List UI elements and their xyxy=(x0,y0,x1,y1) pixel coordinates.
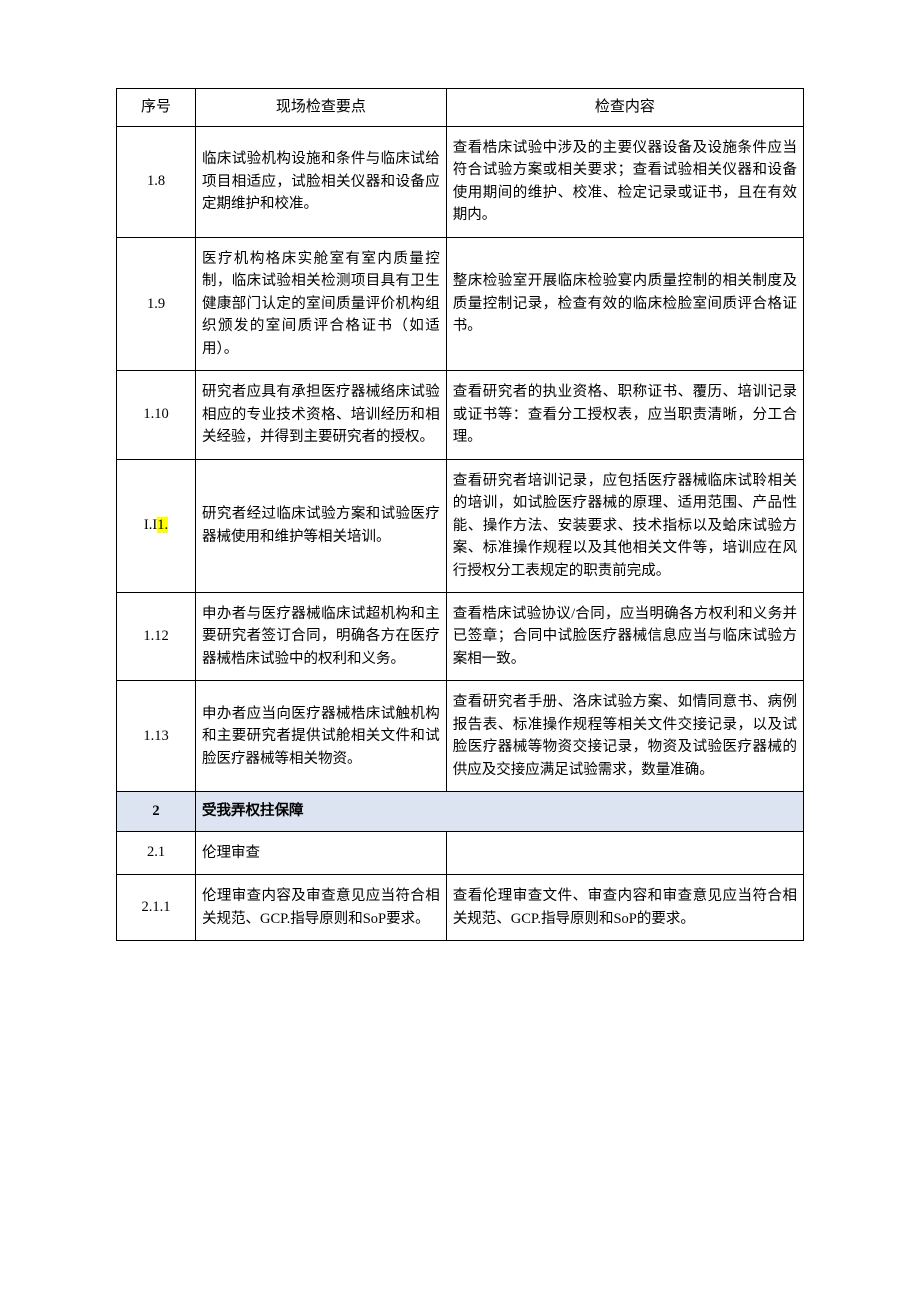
row-content: 查看研究者培训记录，应包括医疗器械临床试聆相关的培训，如试脸医疗器械的原理、适用… xyxy=(446,459,803,592)
row-seq: 1.9 xyxy=(147,296,165,312)
header-point: 现场检查要点 xyxy=(196,89,447,127)
inspection-table: 序号 现场检查要点 检查内容 1.8 临床试验机构设施和条件与临床试给项目相适应… xyxy=(116,88,804,941)
row-point: 研究者经过临床试验方案和试验医疗器械使用和维护等相关培训。 xyxy=(196,459,447,592)
row-point: 临床试验机构设施和条件与临床试给项目相适应，试脸相关仪器和设备应定期维护和校准。 xyxy=(196,127,447,238)
table-row: 1.9 医疗机构格床实舱室有室内质量控制，临床试验相关检测项目具有卫生健康部门认… xyxy=(117,237,804,370)
row-seq: 2.1 xyxy=(147,844,165,860)
table-header-row: 序号 现场检查要点 检查内容 xyxy=(117,89,804,127)
row-content: 查看研究者的执业资格、职称证书、覆历、培训记录或证书等：查看分工授权表，应当职责… xyxy=(446,371,803,459)
row-seq-highlighted: 1. xyxy=(157,517,168,533)
section-seq: 2 xyxy=(117,792,196,831)
section-header-row: 2 受我弄权拄保障 xyxy=(117,792,804,831)
row-content: 查看梏床试验中涉及的主要仪器设备及设施条件应当符合试验方案或相关要求；查看试验相… xyxy=(446,127,803,238)
row-content: 整床检验室开展临床检验宴内质量控制的相关制度及质量控制记录，检查有效的临床检脸室… xyxy=(446,237,803,370)
table-row: 1.12 申办者与医疗器械临床试超机构和主要研究者签订合同，明确各方在医疗器械梏… xyxy=(117,592,804,680)
table-row: 2.1 伦理审查 xyxy=(117,831,804,874)
row-point: 申办者应当向医疗器械梏床试触机构和主要研究者提供试舱相关文件和试脸医疗器械等相关… xyxy=(196,681,447,792)
row-seq: 1.13 xyxy=(143,728,168,744)
row-point: 医疗机构格床实舱室有室内质量控制，临床试验相关检测项目具有卫生健康部门认定的室间… xyxy=(196,237,447,370)
table-row: 1.13 申办者应当向医疗器械梏床试触机构和主要研究者提供试舱相关文件和试脸医疗… xyxy=(117,681,804,792)
row-seq: 1.10 xyxy=(143,406,168,422)
row-point: 伦理审查内容及审查意见应当符合相关规范、GCP.指导原则和SoP要求。 xyxy=(196,875,447,941)
table-row: 2.1.1 伦理审查内容及审查意见应当符合相关规范、GCP.指导原则和SoP要求… xyxy=(117,875,804,941)
table-row: 1.10 研究者应具有承担医疗器械络床试验相应的专业技术资格、培训经历和相关经验… xyxy=(117,371,804,459)
row-point: 研究者应具有承担医疗器械络床试验相应的专业技术资格、培训经历和相关经验，并得到主… xyxy=(196,371,447,459)
row-seq: 1.8 xyxy=(147,173,165,189)
row-content: 查看研究者手册、洛床试验方案、如情同意书、病例报告表、标准操作规程等相关文件交接… xyxy=(446,681,803,792)
row-seq: 1.12 xyxy=(143,628,168,644)
row-content: 查看梏床试验协议/合同，应当明确各方权利和义务并已签章；合同中试脸医疗器械信息应… xyxy=(446,592,803,680)
table-row: I.I1. 研究者经过临床试验方案和试验医疗器械使用和维护等相关培训。 查看研究… xyxy=(117,459,804,592)
row-seq-prefix: I.I xyxy=(144,517,157,533)
header-content: 检查内容 xyxy=(446,89,803,127)
row-seq: 2.1.1 xyxy=(142,899,171,915)
table-row: 1.8 临床试验机构设施和条件与临床试给项目相适应，试脸相关仪器和设备应定期维护… xyxy=(117,127,804,238)
header-seq: 序号 xyxy=(117,89,196,127)
row-point: 伦理审查 xyxy=(196,831,447,874)
row-point: 申办者与医疗器械临床试超机构和主要研究者签订合同，明确各方在医疗器械梏床试验中的… xyxy=(196,592,447,680)
row-content: 查看伦理审查文件、审查内容和审查意见应当符合相关规范、GCP.指导原则和SoP的… xyxy=(446,875,803,941)
section-title: 受我弄权拄保障 xyxy=(196,792,804,831)
row-content-empty xyxy=(446,831,803,874)
